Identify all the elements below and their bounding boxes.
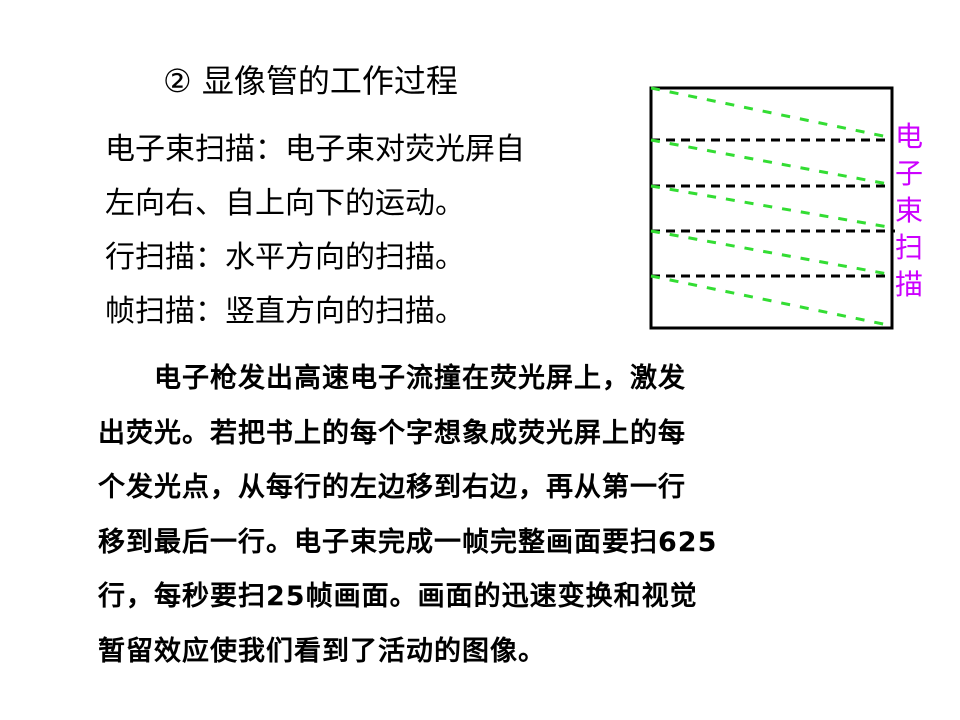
scan-line [650,86,889,139]
scan-lines [650,86,889,327]
paragraph-line: 出荧光。若把书上的每个字想象成荧光屏上的每 [98,417,686,449]
label-char: 子 [894,157,923,190]
paragraph-line: 行，每秒要扫25帧画面。画面的迅速变换和视觉 [98,581,698,612]
retrace-lines [651,138,895,278]
label-char: 描 [894,268,923,301]
definition-line: 帧扫描：竖直方向的扫描。 [105,294,465,329]
slide-title: ② 显像管的工作过程 [163,62,458,100]
screen-frame [649,86,894,330]
explanation-paragraph: 电子枪发出高速电子流撞在荧光屏上，激发 出荧光。若把书上的每个字想象成荧光屏上的… [98,352,898,679]
scan-line [650,274,889,327]
scan-line [650,229,889,276]
label-char: 电 [894,120,923,153]
label-char: 束 [894,194,923,227]
definition-line: 左向右、自上向下的运动。 [105,186,465,221]
paragraph-line: 电子枪发出高速电子流撞在荧光屏上，激发 [98,363,686,394]
scan-line [650,138,889,186]
paragraph-line: 移到最后一行。电子束完成一帧完整画面要扫625 [98,526,718,558]
diagram-label: 电 子 束 扫 描 [893,118,925,303]
label-char: 扫 [894,231,923,264]
definition-line: 行扫描：水平方向的扫描。 [105,240,465,275]
paragraph-line: 个发光点，从每行的左边移到右边，再从第一行 [98,472,686,503]
paragraph-line: 暂留效应使我们看到了活动的图像。 [98,635,546,667]
scan-line [650,184,889,229]
definition-line: 电子束扫描：电子束对荧光屏自 [105,132,525,167]
